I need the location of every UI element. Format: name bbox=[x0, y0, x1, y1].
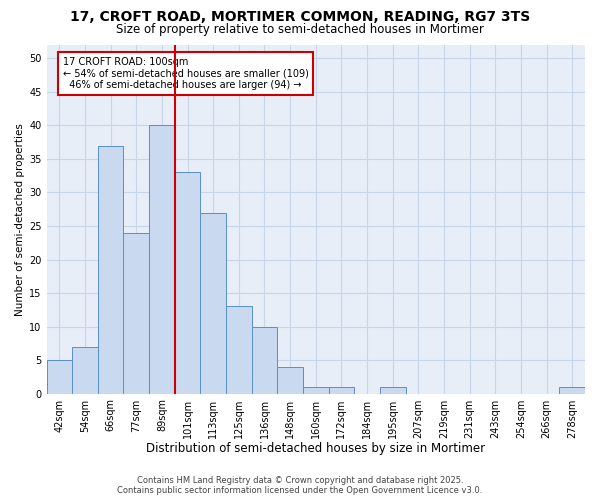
Bar bbox=[251, 326, 277, 394]
Bar bbox=[277, 367, 303, 394]
Bar bbox=[226, 306, 251, 394]
Bar bbox=[303, 387, 329, 394]
Text: Size of property relative to semi-detached houses in Mortimer: Size of property relative to semi-detach… bbox=[116, 22, 484, 36]
Bar bbox=[124, 232, 149, 394]
Bar bbox=[175, 172, 200, 394]
Bar bbox=[559, 387, 585, 394]
Text: 17, CROFT ROAD, MORTIMER COMMON, READING, RG7 3TS: 17, CROFT ROAD, MORTIMER COMMON, READING… bbox=[70, 10, 530, 24]
Text: Contains HM Land Registry data © Crown copyright and database right 2025.
Contai: Contains HM Land Registry data © Crown c… bbox=[118, 476, 482, 495]
Y-axis label: Number of semi-detached properties: Number of semi-detached properties bbox=[15, 123, 25, 316]
Bar bbox=[380, 387, 406, 394]
Bar bbox=[200, 212, 226, 394]
Bar bbox=[329, 387, 354, 394]
Bar bbox=[72, 346, 98, 394]
Bar bbox=[149, 126, 175, 394]
X-axis label: Distribution of semi-detached houses by size in Mortimer: Distribution of semi-detached houses by … bbox=[146, 442, 485, 455]
Text: 17 CROFT ROAD: 100sqm
← 54% of semi-detached houses are smaller (109)
  46% of s: 17 CROFT ROAD: 100sqm ← 54% of semi-deta… bbox=[62, 57, 308, 90]
Bar bbox=[98, 146, 124, 394]
Bar bbox=[47, 360, 72, 394]
